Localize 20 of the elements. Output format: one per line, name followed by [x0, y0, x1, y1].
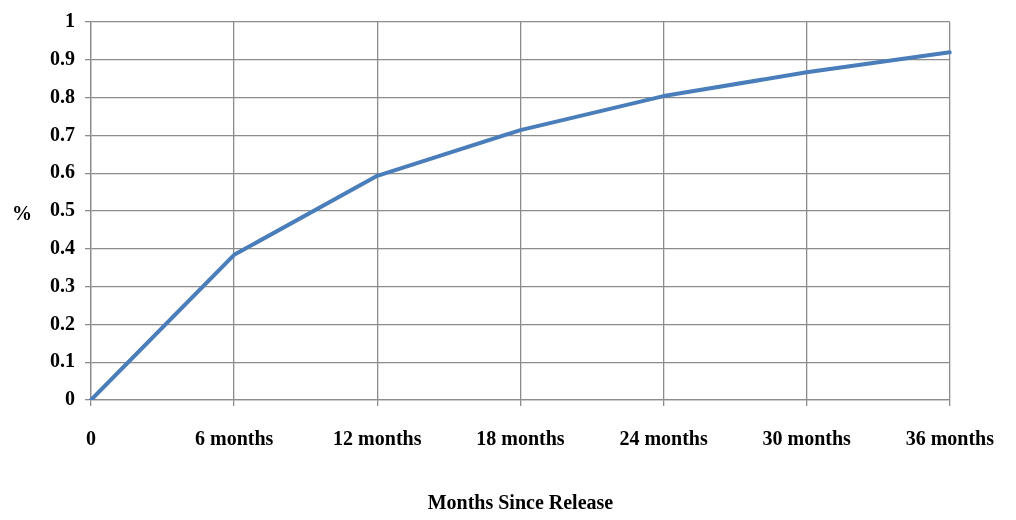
y-tick-label: 1 [65, 9, 75, 32]
y-tick-label: 0.1 [50, 349, 75, 372]
x-tick-label: 36 months [905, 427, 995, 450]
y-tick-label: 0.4 [50, 235, 75, 258]
x-tick-label: 18 months [476, 427, 565, 450]
x-tick-label: 30 months [762, 427, 852, 450]
y-tick-label: 0.9 [50, 46, 75, 69]
y-tick-label: 0.3 [50, 273, 75, 296]
x-tick-label: 12 months [333, 427, 422, 450]
y-tick-label: 0.2 [50, 311, 75, 334]
y-tick-label: 0 [65, 387, 75, 410]
x-tick-label: 24 months [619, 427, 708, 450]
x-tick-label: 6 months [194, 427, 274, 450]
y-tick-label: 0.6 [50, 160, 75, 183]
x-axis-title: Months Since Release [427, 491, 614, 514]
y-axis-title: % [12, 202, 32, 225]
x-tick-label: 0 [86, 427, 96, 450]
y-tick-label: 0.7 [50, 122, 75, 145]
y-tick-label: 0.8 [50, 84, 75, 107]
y-tick-label: 0.5 [50, 198, 75, 221]
